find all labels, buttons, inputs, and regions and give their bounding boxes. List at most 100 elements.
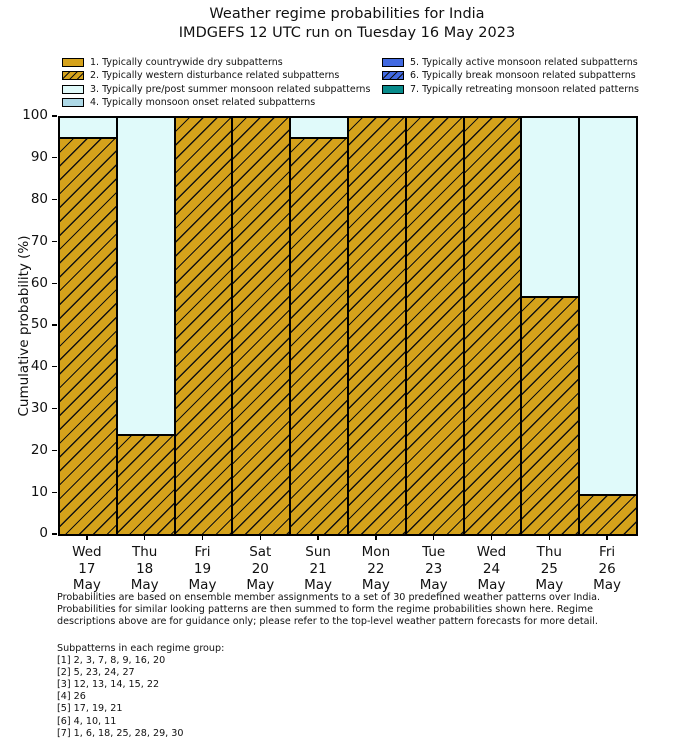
x-tick-label-thu-18-may: Thu 18 May <box>116 544 174 594</box>
y-tick-label-90: 90 <box>30 149 48 166</box>
chart-title-line2: IMDGEFS 12 UTC run on Tuesday 16 May 202… <box>178 25 516 41</box>
x-tick-label-line: May <box>419 577 448 593</box>
x-tick-mark-thu-25-may <box>548 535 550 540</box>
legend-swatch-1 <box>62 58 84 67</box>
x-tick-mark-thu-18-may <box>144 535 146 540</box>
y-tick-mark-0 <box>52 533 57 535</box>
bar-segment-fri-26-may-series2 <box>579 117 637 496</box>
y-tick-mark-100 <box>52 115 57 117</box>
y-tick-mark-20 <box>52 449 57 452</box>
legend-label-3: 3. Typically pre/post summer monsoon rel… <box>90 83 371 95</box>
subpattern-group-3: [3] 12, 13, 14, 15, 22 <box>57 679 160 691</box>
x-tick-label-line: Tue <box>422 544 446 560</box>
legend-item-4: 4. Typically monsoon onset related subpa… <box>62 97 315 109</box>
footer-line-2: Probabilities for similar looking patter… <box>57 604 593 616</box>
subpatterns-list: Subpatterns in each regime group: [1] 2,… <box>57 643 457 740</box>
bar-segment-mon-22-may-series1 <box>348 117 406 535</box>
x-tick-label-line: 21 <box>309 560 327 577</box>
legend-label-5: 5. Typically active monsoon related subp… <box>410 57 638 68</box>
bar-segment-sun-21-may-series1 <box>290 137 348 535</box>
x-tick-mark-wed-17-may <box>86 535 88 540</box>
bar-segment-thu-25-may-series1 <box>521 296 580 535</box>
subpattern-group-2: [2] 5, 23, 24, 27 <box>57 667 135 679</box>
legend-label-4: 4. Typically monsoon onset related subpa… <box>90 97 316 109</box>
x-tick-mark-tue-23-may <box>433 535 435 540</box>
bar-segment-sat-20-may-series1 <box>232 117 291 535</box>
subpatterns-heading: Subpatterns in each regime group: <box>57 643 225 654</box>
x-tick-label-line: Thu <box>132 544 158 560</box>
plot-area <box>58 116 638 536</box>
legend-swatch-3 <box>62 84 84 94</box>
x-tick-mark-fri-19-may <box>201 535 204 540</box>
x-tick-label-fri-26-may: Fri 26 May <box>578 544 636 594</box>
subpattern-group-5: [5] 17, 19, 21 <box>57 703 123 715</box>
x-tick-mark-wed-24-may <box>490 535 493 540</box>
x-tick-label-fri-19-may: Fri 19 May <box>174 544 232 594</box>
bar-segment-fri-19-may-series1 <box>174 117 233 535</box>
legend-label-1: 1. Typically countrywide dry subpatterns <box>90 57 283 68</box>
x-tick-label-line: 18 <box>136 560 154 577</box>
legend-swatch-6 <box>382 71 404 81</box>
legend-label-2: 2. Typically western disturbance related… <box>90 70 340 82</box>
x-tick-label-line: Wed <box>72 544 102 560</box>
x-tick-label-line: May <box>72 577 101 593</box>
x-tick-label-line: Fri <box>599 544 616 560</box>
chart-title-line1: Weather regime probabilities for India <box>209 6 485 22</box>
y-tick-label-10: 10 <box>30 483 48 500</box>
subpattern-group-4: [4] 26 <box>57 691 86 703</box>
bar-segment-tue-23-may-series1 <box>405 117 464 535</box>
y-tick-mark-70 <box>52 240 57 243</box>
legend-swatch-5 <box>382 58 404 67</box>
chart-title: Weather regime probabilities for India I… <box>0 5 694 43</box>
footer-line-3: descriptions above are for guidance only… <box>57 616 598 628</box>
x-tick-label-line: Sat <box>249 544 272 560</box>
x-tick-label-line: 24 <box>482 560 501 577</box>
footer-notes: Probabilities are based on ensemble memb… <box>57 592 657 629</box>
x-tick-label-mon-22-may: Mon 22 May <box>347 544 405 594</box>
x-tick-label-line: 20 <box>251 560 269 577</box>
y-tick-label-30: 30 <box>30 399 48 416</box>
bar-segment-thu-25-may-series2 <box>521 117 580 297</box>
x-tick-label-line: May <box>593 577 622 593</box>
subpattern-group-1: [1] 2, 3, 7, 8, 9, 16, 20 <box>57 655 166 667</box>
legend-item-7: 7. Typically retreating monsoon related … <box>382 83 639 95</box>
subpattern-group-6: [6] 4, 10, 11 <box>57 715 117 727</box>
y-tick-label-0: 0 <box>39 525 48 542</box>
legend-swatch-4 <box>62 98 84 108</box>
y-tick-mark-30 <box>52 407 57 410</box>
x-tick-label-line: May <box>361 577 390 593</box>
legend-item-5: 5. Typically active monsoon related subp… <box>382 57 638 69</box>
bar-segment-wed-17-may-series1 <box>59 137 117 535</box>
footer-line-1: Probabilities are based on ensemble memb… <box>57 592 601 603</box>
bar-segment-sun-21-may-series2 <box>290 117 348 138</box>
x-tick-label-line: 19 <box>193 560 212 577</box>
x-tick-label-line: Fri <box>194 544 211 560</box>
x-tick-mark-fri-26-may <box>606 535 608 540</box>
legend-swatch-7 <box>382 84 404 94</box>
x-tick-mark-mon-22-may <box>375 535 377 540</box>
x-tick-label-sun-21-may: Sun 21 May <box>289 544 347 594</box>
y-tick-label-60: 60 <box>30 274 48 291</box>
y-tick-label-100: 100 <box>22 107 48 124</box>
x-tick-label-line: Wed <box>476 544 507 560</box>
x-tick-label-sat-20-may: Sat 20 May <box>231 544 289 594</box>
x-tick-label-line: 25 <box>540 560 558 577</box>
legend-item-2: 2. Typically western disturbance related… <box>62 70 339 82</box>
y-tick-mark-90 <box>52 157 57 159</box>
x-tick-label-line: 17 <box>78 560 96 577</box>
y-tick-label-50: 50 <box>30 316 48 333</box>
bar-segment-wed-24-may-series1 <box>463 117 522 535</box>
x-tick-label-line: 22 <box>367 560 385 577</box>
bar-segment-wed-17-may-series2 <box>59 117 117 138</box>
y-tick-mark-10 <box>52 491 57 493</box>
y-tick-mark-80 <box>52 198 57 201</box>
x-tick-label-tue-23-may: Tue 23 May <box>405 544 463 594</box>
y-tick-label-40: 40 <box>30 358 48 375</box>
legend-item-3: 3. Typically pre/post summer monsoon rel… <box>62 83 370 95</box>
legend-item-6: 6. Typically break monsoon related subpa… <box>382 70 636 82</box>
x-tick-label-line: May <box>535 577 564 593</box>
legend-label-7: 7. Typically retreating monsoon related … <box>410 83 639 95</box>
x-tick-label-line: 23 <box>425 560 443 577</box>
x-tick-label-line: May <box>304 577 333 593</box>
